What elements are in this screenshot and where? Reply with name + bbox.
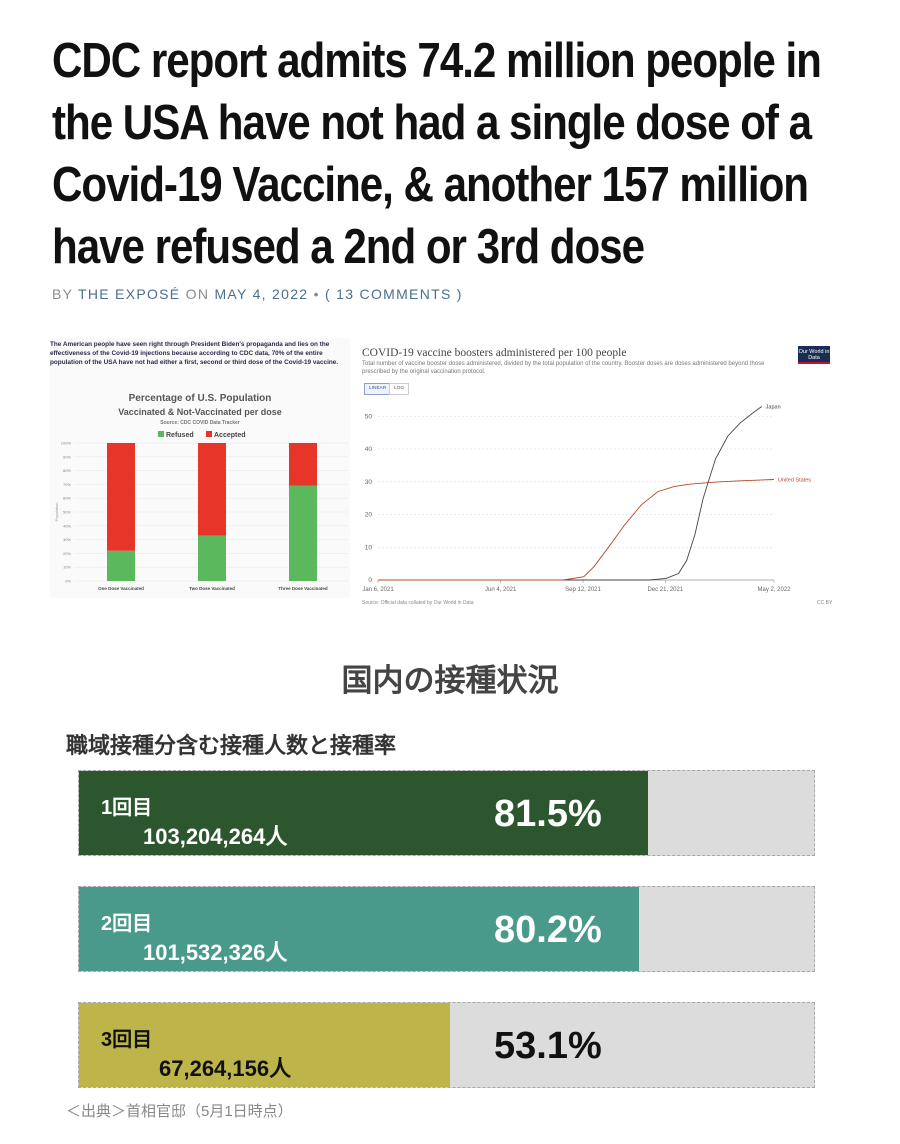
dose2-count: 101,532,326人 [143, 940, 288, 965]
dose3-bar-row: 3回目 67,264,156人 53.1% [78, 1002, 815, 1088]
booster-chart-subtitle: Total number of vaccine booster doses ad… [362, 361, 765, 375]
bar-refused-0 [107, 550, 135, 581]
refused-accepted-chart-image: The American people have seen right thro… [50, 338, 350, 598]
bar-accepted-2 [289, 443, 317, 486]
bar-accepted-0 [107, 443, 135, 551]
x-tick-label: One Dose Vaccinated [98, 586, 144, 591]
y-tick-label: 10% [63, 565, 71, 570]
dose1-label: 1回目 [101, 797, 153, 819]
x-tick-label: Two Dose Vaccinated [189, 586, 235, 591]
legend-swatch-0 [158, 431, 164, 437]
legend-label-0: Refused [166, 432, 194, 439]
y-tick-label: 100% [61, 441, 72, 446]
y-tick-label: 50 [365, 413, 373, 420]
y-tick-label: 90% [63, 454, 71, 459]
bar-accepted-1 [198, 443, 226, 536]
dose2-percent: 80.2% [494, 909, 602, 951]
dose3-label: 3回目 [101, 1029, 153, 1051]
japan-section-subtitle: 職域接種分含む接種人数と接種率 [66, 733, 397, 758]
article-byline: BY THE EXPOSÉ ON MAY 4, 2022 • ( 13 COMM… [52, 286, 463, 302]
y-tick-label: 40 [365, 446, 373, 453]
x-tick-label: Dec 21, 2021 [647, 587, 683, 593]
date-link[interactable]: MAY 4, 2022 [214, 286, 309, 302]
y-tick-label: 30 [365, 479, 373, 486]
series-line-united-states [378, 479, 775, 581]
bar-refused-1 [198, 535, 226, 581]
dose3-percent: 53.1% [494, 1025, 602, 1067]
y-tick-label: 40% [63, 523, 71, 528]
comments-link[interactable]: ( 13 COMMENTS ) [325, 286, 463, 302]
y-axis-label: Population [54, 503, 59, 522]
byline-bullet: • [313, 286, 320, 302]
booster-chart-source: Source: Official data collated by Our Wo… [362, 600, 474, 606]
y-tick-label: 10 [365, 544, 373, 551]
owid-logo: Our World in Data [798, 346, 830, 364]
left-chart-svg: Refused Accepted 0% 10% 20% 30% 40% 50% 60% 70% 80… [54, 431, 348, 591]
log-toggle[interactable]: LOG [389, 383, 410, 395]
series-label-united-states: United States [778, 478, 811, 484]
legend-label-1: Accepted [214, 432, 246, 439]
chart-title-line1: Percentage of U.S. Population [128, 393, 272, 404]
bar-refused-2 [289, 485, 317, 581]
y-tick-label: 0% [65, 579, 71, 584]
author-link[interactable]: THE EXPOSÉ [77, 286, 181, 302]
article-headline: CDC report admits 74.2 million people in… [52, 34, 822, 274]
x-tick-label: May 2, 2022 [757, 587, 791, 593]
y-tick-label: 50% [63, 510, 71, 515]
dose1-bar-fill [79, 771, 649, 855]
y-tick-label: 20 [365, 512, 373, 519]
dose1-bar-row: 1回目 103,204,264人 81.5% [78, 770, 815, 856]
y-tick-label: 70% [63, 482, 71, 487]
dose2-bar-row: 2回目 101,532,326人 80.2% [78, 886, 815, 972]
y-tick-label: 60% [63, 496, 71, 501]
x-tick-label: Three Dose Vaccinated [278, 586, 328, 591]
series-line-japan [378, 406, 762, 581]
chart-subtitle: Source: CDC COVID Data Tracker [160, 420, 240, 426]
x-tick-label: Sep 12, 2021 [565, 587, 601, 593]
y-tick-label: 20% [63, 551, 71, 556]
x-tick-label: Jun 4, 2021 [485, 587, 517, 593]
right-chart-svg: 0 10 20 30 40 50 Jan 6, 2021 Jun 4, 2021 Sep 12,… [362, 405, 811, 593]
byline-on: ON [185, 286, 210, 302]
dose2-bar-fill [79, 887, 639, 971]
japan-section-title: 国内の接種状況 [341, 663, 559, 698]
dose1-percent: 81.5% [494, 793, 602, 835]
byline-by: BY [52, 286, 74, 302]
y-tick-label: 30% [63, 537, 71, 542]
dose1-count: 103,204,264人 [143, 824, 288, 849]
dose2-label: 2回目 [101, 913, 153, 935]
y-tick-label: 0 [368, 577, 372, 584]
chart-intro-text: The American people have seen right thro… [50, 341, 339, 366]
legend-swatch-1 [206, 431, 212, 437]
dose3-count: 67,264,156人 [159, 1056, 292, 1081]
x-tick-label: Jan 6, 2021 [362, 587, 394, 593]
booster-chart-title: COVID-19 vaccine boosters administered p… [362, 347, 627, 359]
booster-chart-image: COVID-19 vaccine boosters administered p… [362, 343, 840, 608]
dose3-bar-fill [79, 1003, 450, 1087]
series-label-japan: Japan [766, 405, 781, 411]
y-tick-label: 80% [63, 468, 71, 473]
chart-title-line2: Vaccinated & Not-Vaccinated per dose [118, 407, 282, 417]
booster-chart-license: CC BY [817, 600, 833, 606]
japan-source-note: ＜出典＞首相官邸（5月1日時点） [66, 1103, 293, 1120]
